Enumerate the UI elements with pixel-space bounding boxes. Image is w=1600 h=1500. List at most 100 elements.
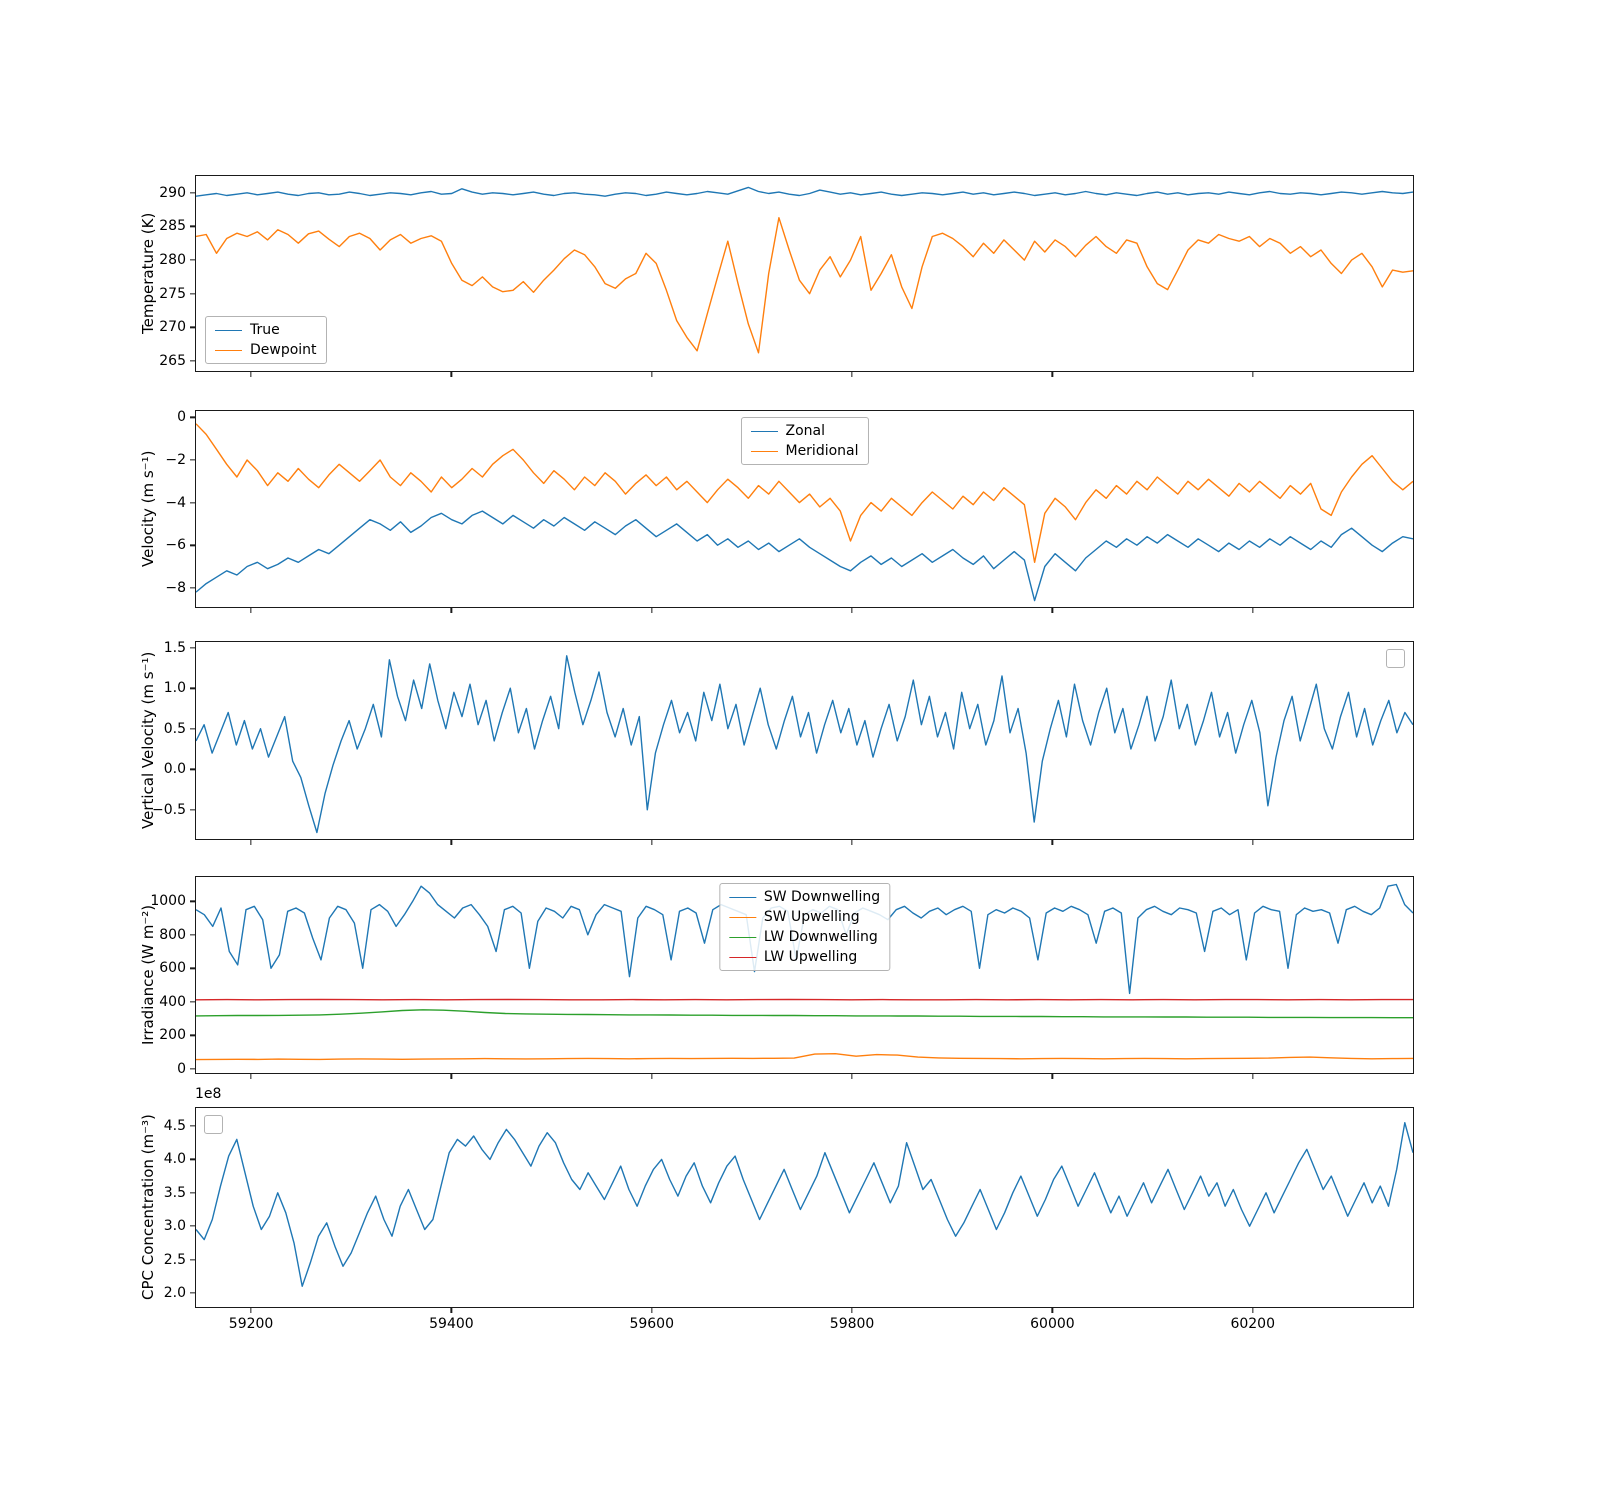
axis-offset-text: 1e8: [195, 1086, 222, 1102]
x-tick-label: 60200: [1230, 1316, 1276, 1332]
y-tick-mark: [190, 1292, 195, 1294]
y-tick-label: 200: [159, 1027, 186, 1044]
legend-line-swatch: [728, 956, 756, 958]
y-tick-mark: [190, 728, 195, 730]
x-tick-mark: [250, 1308, 252, 1313]
y-tick-mark: [190, 809, 195, 811]
x-tick-label: 60000: [1030, 1316, 1075, 1332]
legend: True Dewpoint: [205, 316, 327, 364]
x-tick-mark: [1051, 1308, 1054, 1313]
legend-entry: True: [215, 322, 317, 338]
legend-line-swatch: [728, 936, 756, 938]
legend-label: SW Downwelling: [763, 889, 881, 905]
x-tick-label: 59400: [429, 1316, 474, 1332]
y-tick-mark: [190, 501, 195, 504]
y-tick-mark: [190, 687, 195, 689]
y-tick-mark: [190, 192, 195, 194]
legend-label: SW Upwelling: [763, 909, 860, 925]
legend-label: Meridional: [785, 443, 859, 459]
x-tick-mark: [1252, 372, 1254, 377]
y-tick-mark: [190, 1192, 195, 1194]
legend: SW Downwelling SW Upwelling LW Downwelling…: [718, 883, 891, 971]
y-tick-label: 0: [177, 1060, 186, 1077]
y-tick-mark: [190, 293, 195, 295]
y-tick-label: 3.0: [163, 1218, 186, 1235]
series-true: [196, 186, 1413, 197]
x-tick-mark: [250, 840, 252, 845]
x-tick-mark: [1252, 840, 1254, 845]
x-tick-label: 59800: [829, 1316, 875, 1332]
legend-entry: LW Downwelling: [728, 929, 880, 945]
y-tick-mark: [190, 647, 195, 649]
y-tick-mark: [190, 544, 195, 546]
plot-area-cpc-concentration: [196, 1121, 1413, 1288]
y-tick-mark: [190, 1258, 195, 1261]
y-tick-label: 0.0: [163, 761, 186, 778]
x-tick-label: 59200: [228, 1316, 274, 1332]
y-tick-label: 285: [159, 218, 186, 235]
x-tick-mark: [651, 1074, 653, 1079]
y-tick-label: 1.0: [163, 680, 186, 697]
x-tick-mark: [851, 1308, 853, 1313]
subplot-temperature: Temperature (K) 290 285 280 275 270 265 True De…: [139, 175, 1414, 377]
plot-area-temperature: [196, 186, 1413, 354]
legend-label: LW Downwelling: [763, 929, 878, 945]
y-tick-mark: [190, 900, 195, 902]
legend-entry: Zonal: [750, 423, 858, 439]
legend-label: True: [250, 322, 280, 338]
x-tick-mark: [651, 372, 653, 377]
legend-label: LW Upwelling: [763, 949, 858, 965]
series-meridional: [196, 423, 1413, 564]
y-tick-label: 1000: [150, 893, 186, 910]
y-tick-label: 275: [159, 285, 186, 302]
y-tick-mark: [190, 934, 195, 936]
y-tick-mark: [190, 225, 195, 228]
x-tick-mark: [1051, 840, 1054, 845]
y-tick-mark: [190, 1034, 195, 1036]
y-tick-mark: [190, 1068, 195, 1070]
y-tick-mark: [190, 459, 195, 461]
series-vertical: [196, 655, 1413, 834]
y-tick-mark: [190, 1158, 195, 1161]
legend-entry: SW Upwelling: [728, 909, 880, 925]
y-tick-label: −0.5: [152, 801, 186, 818]
y-tick-label: 4.0: [163, 1151, 186, 1168]
x-tick-mark: [250, 372, 252, 377]
y-tick-label: −4: [165, 494, 186, 511]
plot-area-velocity: [196, 423, 1413, 602]
series-dewpoint: [196, 217, 1413, 354]
legend-empty: [204, 1115, 223, 1134]
y-tick-mark: [190, 587, 195, 589]
y-tick-mark: [190, 1001, 195, 1003]
x-tick-mark: [450, 608, 453, 613]
subplot-irradiance: Irradiance (W m⁻²) 1000 800 600 400 200 0 SW D…: [139, 876, 1414, 1079]
x-tick-mark: [450, 840, 453, 845]
y-tick-label: 4.5: [163, 1118, 186, 1135]
ylabel-cpc-concentration: CPC Concentration (m⁻³): [139, 1114, 157, 1301]
series-sw-upwelling: [196, 1052, 1413, 1061]
x-tick-mark: [651, 840, 653, 845]
y-tick-label: 280: [159, 252, 186, 269]
x-tick-mark: [851, 372, 853, 377]
legend-entry: LW Upwelling: [728, 949, 880, 965]
y-tick-mark: [190, 768, 195, 770]
ylabel-velocity: Velocity (m s⁻¹): [139, 450, 157, 568]
x-tick-mark: [1051, 608, 1054, 613]
y-tick-label: 3.5: [163, 1184, 186, 1201]
y-tick-label: 400: [159, 993, 186, 1010]
legend-line-swatch: [215, 329, 242, 331]
y-tick-label: 265: [159, 352, 186, 369]
x-tick-mark: [851, 1074, 853, 1079]
subplot-velocity: Velocity (m s⁻¹) 0 −2 −4 −6 −8 Zonal Meridiona…: [139, 409, 1414, 613]
x-tick-mark: [1252, 1074, 1254, 1079]
x-tick-mark: [1252, 1308, 1254, 1313]
y-tick-label: 1.5: [163, 639, 186, 656]
y-tick-label: 600: [159, 960, 186, 977]
series-zonal: [196, 510, 1413, 602]
x-tick-mark: [1252, 608, 1254, 613]
legend-entry: Dewpoint: [215, 342, 317, 358]
y-tick-mark: [190, 1225, 195, 1227]
x-tick-mark: [450, 372, 453, 377]
y-tick-mark: [190, 360, 195, 362]
y-tick-label: 800: [159, 926, 186, 943]
